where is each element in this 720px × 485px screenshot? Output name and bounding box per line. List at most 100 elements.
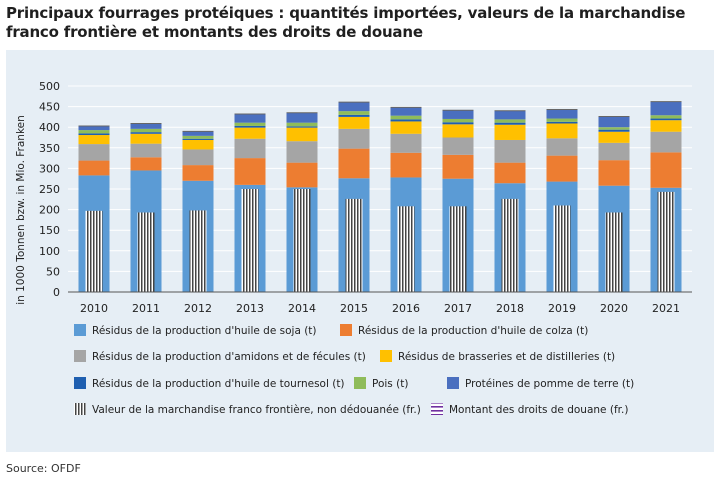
bar-segment: [390, 121, 422, 134]
bar-segment: [546, 123, 578, 139]
bar-segment: [442, 124, 474, 138]
bar-segment: [338, 148, 370, 179]
x-tick-label: 2021: [652, 302, 680, 315]
bar-segment: [650, 115, 682, 119]
gridlines: [68, 85, 692, 293]
bar-segment: [494, 124, 526, 140]
bar-segment: [78, 130, 110, 134]
bar-segment: [234, 114, 266, 123]
x-tick-label: 2015: [340, 302, 368, 315]
bar-segment: [546, 109, 578, 119]
overlay-bar: [449, 206, 467, 292]
y-tick-label: 450: [39, 101, 60, 114]
y-tick-label: 150: [39, 224, 60, 237]
bar-segment: [234, 122, 266, 126]
overlay-bar: [553, 205, 571, 292]
y-tick-label: 50: [46, 265, 60, 278]
bar-segment: [78, 125, 110, 131]
chart-panel: 0 50 100 150 200 250 300 350 400 450 500 2010 2011 20…: [6, 50, 714, 452]
source-note: Source: OFDF: [6, 462, 81, 475]
overlay-bar: [657, 191, 675, 292]
overlay-bar: [293, 189, 311, 292]
bar-segment: [650, 131, 682, 153]
x-tick-label: 2018: [496, 302, 524, 315]
y-tick-label: 400: [39, 121, 60, 134]
bar-segment: [442, 154, 474, 179]
bar-segment: [494, 119, 526, 123]
chart-title: Principaux fourrages protéiques : quanti…: [6, 4, 686, 41]
legend-swatch: [380, 350, 392, 362]
bar-segment: [650, 101, 682, 116]
bar-segment: [286, 127, 318, 142]
bar-segment: [130, 133, 162, 144]
overlay-bar: [85, 210, 103, 292]
bar-segment: [338, 128, 370, 149]
legend-label: Montant des droits de douane (fr.): [449, 404, 628, 416]
bar-segment: [390, 107, 422, 116]
bar-segment: [130, 143, 162, 158]
x-tick-label: 2019: [548, 302, 576, 315]
bar-segment: [78, 160, 110, 176]
bar-segment: [286, 122, 318, 127]
bar-segment: [78, 133, 110, 136]
chart-svg: 0 50 100 150 200 250 300 350 400 450 500 2010 2011 20…: [15, 80, 692, 416]
bar-segment: [442, 110, 474, 119]
legend-label: Résidus de la production d'huile de colz…: [358, 325, 588, 337]
bar-segment: [234, 138, 266, 159]
bar-segment: [182, 138, 214, 140]
bar-segment: [182, 165, 214, 181]
x-tick-label: 2010: [80, 302, 108, 315]
bar-segment: [130, 157, 162, 171]
bar-segment: [338, 111, 370, 115]
bar-segment: [182, 131, 214, 136]
legend-label: Pois (t): [372, 378, 408, 390]
bar-segment: [598, 129, 630, 132]
bar-segment: [234, 158, 266, 185]
overlay-bar: [189, 210, 207, 292]
bar-segment: [78, 135, 110, 145]
legend-label: Résidus de la production d'amidons et de…: [92, 351, 366, 363]
bar-segment: [546, 121, 578, 124]
bar-segment: [650, 152, 682, 188]
overlay-bar: [345, 198, 363, 292]
bar-segment: [182, 135, 214, 139]
bar-segment: [650, 118, 682, 121]
y-tick-label: 350: [39, 142, 60, 155]
overlay-bar: [241, 189, 259, 292]
bar-segment: [494, 162, 526, 184]
bar-segment: [390, 152, 422, 178]
overlay-bar: [605, 212, 623, 292]
bar-segment: [494, 139, 526, 163]
bar-segment: [442, 118, 474, 123]
y-tick-label: 500: [39, 80, 60, 93]
legend-label: Résidus de la production d'huile de soja…: [92, 325, 317, 337]
legend-swatch: [447, 377, 459, 389]
bar-segment: [598, 142, 630, 161]
bar-segment: [78, 144, 110, 161]
bar-segment: [546, 138, 578, 156]
bar-segment: [130, 128, 162, 133]
x-tick-label: 2016: [392, 302, 420, 315]
bar-segment: [390, 119, 422, 122]
y-tick-label: 300: [39, 162, 60, 175]
bar-segment: [546, 118, 578, 122]
legend-label: Résidus de brasseries et de distilleries…: [398, 351, 615, 363]
x-tick-label: 2014: [288, 302, 316, 315]
legend-swatch: [340, 324, 352, 336]
bar-segment: [286, 112, 318, 123]
x-tick-label: 2017: [444, 302, 472, 315]
legend-swatch: [354, 377, 366, 389]
legend-swatch: [74, 324, 86, 336]
bar-segment: [130, 132, 162, 134]
x-tick-label: 2012: [184, 302, 212, 315]
bar-segment: [182, 149, 214, 166]
bars: [78, 101, 682, 292]
bar-segment: [286, 141, 318, 163]
bar-segment: [130, 123, 162, 129]
bar-segment: [598, 116, 630, 128]
bar-segment: [546, 155, 578, 182]
bar-segment: [442, 122, 474, 125]
legend: Résidus de la production d'huile de soja…: [74, 324, 634, 416]
x-tick-label: 2020: [600, 302, 628, 315]
bar-segment: [286, 126, 318, 128]
